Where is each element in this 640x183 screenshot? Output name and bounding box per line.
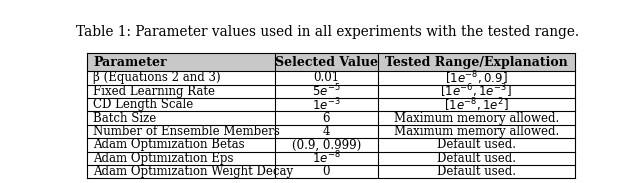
Text: $1e^{-8}$: $1e^{-8}$ <box>312 150 340 167</box>
Text: Fixed Learning Rate: Fixed Learning Rate <box>93 85 216 98</box>
Text: $[1e^{-8}, 1e^{2}]$: $[1e^{-8}, 1e^{2}]$ <box>444 96 509 113</box>
Text: Number of Ensemble Members: Number of Ensemble Members <box>93 125 280 138</box>
Text: Tested Range/Explanation: Tested Range/Explanation <box>385 56 568 69</box>
Text: Maximum memory allowed.: Maximum memory allowed. <box>394 125 559 138</box>
Text: β (Equations 2 and 3): β (Equations 2 and 3) <box>93 72 221 85</box>
Text: Table 1: Parameter values used in all experiments with the tested range.: Table 1: Parameter values used in all ex… <box>76 25 580 40</box>
Text: $1e^{-3}$: $1e^{-3}$ <box>312 96 340 113</box>
Text: Maximum memory allowed.: Maximum memory allowed. <box>394 112 559 125</box>
Text: 6: 6 <box>323 112 330 125</box>
Text: Parameter: Parameter <box>93 56 167 69</box>
Text: Batch Size: Batch Size <box>93 112 157 125</box>
Text: Default used.: Default used. <box>436 165 516 178</box>
Text: 0: 0 <box>323 165 330 178</box>
Text: Default used.: Default used. <box>436 138 516 151</box>
Text: Selected Value: Selected Value <box>275 56 378 69</box>
Text: Adam Optimization Eps: Adam Optimization Eps <box>93 152 234 165</box>
Text: Adam Optimization Betas: Adam Optimization Betas <box>93 138 245 151</box>
Text: $[1e^{-6}, 1e^{-3}]$: $[1e^{-6}, 1e^{-3}]$ <box>440 83 512 100</box>
Text: $5e^{-5}$: $5e^{-5}$ <box>312 83 340 100</box>
Text: (0.9, 0.999): (0.9, 0.999) <box>292 138 361 151</box>
Text: 4: 4 <box>323 125 330 138</box>
Bar <box>88 53 575 71</box>
Text: 0.01: 0.01 <box>314 72 339 85</box>
Text: $[1e^{-8}, 0.9]$: $[1e^{-8}, 0.9]$ <box>445 69 508 87</box>
Text: CD Length Scale: CD Length Scale <box>93 98 194 111</box>
Text: Default used.: Default used. <box>436 152 516 165</box>
Text: Adam Optimization Weight Decay: Adam Optimization Weight Decay <box>93 165 294 178</box>
